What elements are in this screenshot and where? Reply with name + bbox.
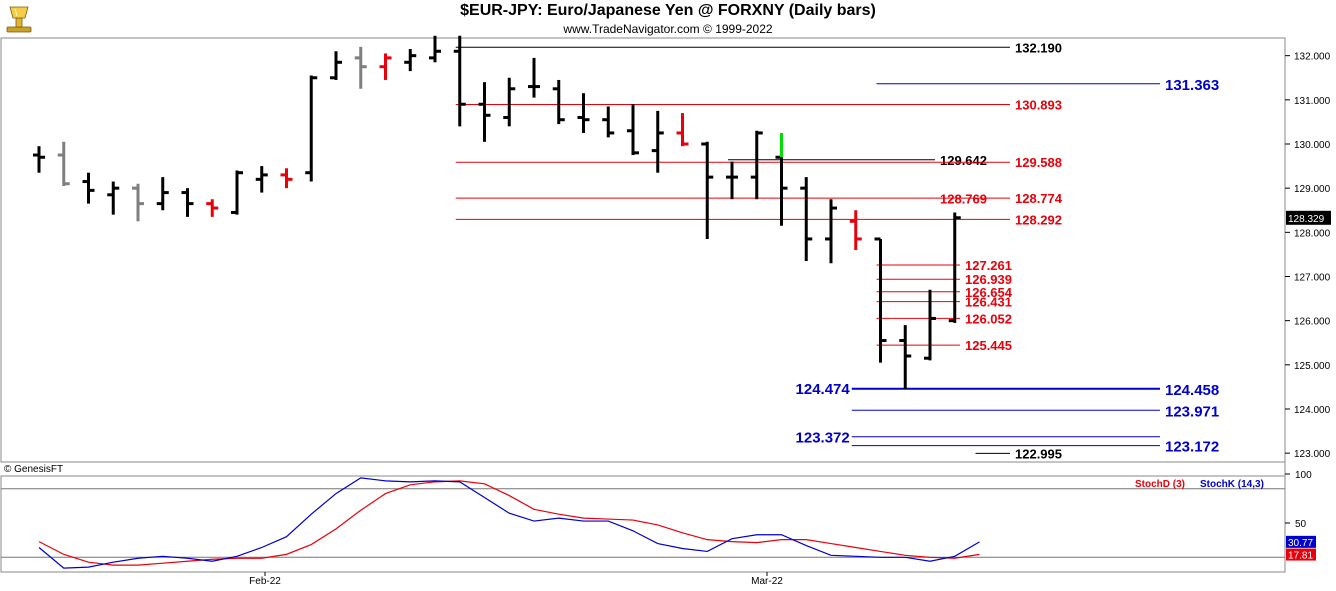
price-tick-label: 129.000	[1294, 184, 1331, 195]
ohlc-bar	[602, 106, 615, 138]
ohlc-bar	[577, 93, 590, 133]
price-tick-label: 123.000	[1294, 449, 1331, 460]
ohlc-bars	[33, 35, 961, 390]
osc-last-value-box	[1286, 535, 1316, 548]
level-label: 128.292	[1015, 212, 1062, 227]
ohlc-bar	[948, 212, 961, 323]
gold-trophy-logo-icon	[6, 6, 32, 33]
chart-title: $EUR-JPY: Euro/Japanese Yen @ FORXNY (Da…	[460, 2, 876, 19]
last-price-box	[1286, 210, 1331, 225]
ohlc-bar	[676, 113, 689, 147]
price-panel-border	[0, 37, 1286, 463]
level-label: 122.995	[1015, 446, 1062, 461]
ohlc-bar	[429, 35, 441, 63]
level-label: 128.774	[1015, 191, 1063, 206]
ohlc-bar	[775, 132, 788, 226]
ohlc-bar	[181, 188, 194, 217]
ohlc-bar	[750, 130, 763, 200]
last-price-label: 128.329	[1288, 214, 1325, 225]
ohlc-bar	[354, 46, 367, 89]
ohlc-bar	[849, 210, 862, 250]
osc-last-value-box	[1286, 548, 1316, 561]
ohlc-bar	[379, 53, 392, 80]
ohlc-bar	[82, 172, 95, 204]
price-tick-label: 131.000	[1294, 96, 1331, 107]
level-lines: 132.190 131.363 130.893 129.642 129.588 128.7…	[455, 40, 1219, 461]
price-tick-label: 132.000	[1294, 52, 1331, 63]
level-label: 125.445	[965, 338, 1012, 353]
ohlc-bar	[899, 325, 912, 390]
ohlc-bar	[280, 168, 293, 189]
price-tick-label: 124.000	[1294, 405, 1331, 416]
ohlc-bar	[528, 57, 540, 98]
price-tick-label: 127.000	[1294, 273, 1331, 284]
ohlc-bar	[726, 161, 738, 200]
level-label: 131.363	[1165, 77, 1219, 94]
ohlc-bar	[503, 77, 516, 127]
osc-series-line	[38, 480, 980, 566]
level-label: 126.431	[965, 295, 1012, 310]
level-label: 129.642	[940, 153, 987, 168]
level-label: 123.172	[1165, 439, 1219, 456]
ohlc-bar	[825, 199, 837, 264]
ohlc-bar	[701, 141, 714, 239]
ohlc-bar	[924, 289, 936, 361]
date-tick-label: Mar-22	[751, 576, 783, 587]
osc-series-line	[38, 477, 980, 569]
ohlc-bar	[255, 166, 268, 193]
ohlc-bar	[800, 177, 813, 262]
level-label: 123.372	[796, 430, 850, 447]
level-label: 128.769	[940, 191, 987, 206]
ohlc-bar	[404, 49, 417, 72]
date-tick-label: Feb-22	[249, 576, 281, 587]
ohlc-bar	[206, 199, 219, 217]
ohlc-bar	[156, 177, 169, 211]
ohlc-bar	[132, 183, 144, 222]
chart-subtitle: www.TradeNavigator.com © 1999-2022	[563, 22, 773, 36]
ohlc-bar	[552, 79, 565, 125]
ohlc-bar	[874, 237, 887, 363]
osc-legend-label: StochK (14,3)	[1200, 479, 1264, 490]
level-label: 126.654	[965, 285, 1013, 300]
chart-frame	[0, 37, 1286, 573]
stochastic-panel: 100 50 17.81 StochD (3) 30.77 StochK (14,3)	[1, 470, 1316, 569]
date-axis: Feb-22 Mar-22	[249, 572, 783, 587]
osc-tick-label: 50	[1295, 519, 1307, 530]
osc-legend-label: StochD (3)	[1135, 479, 1185, 490]
level-label: 130.893	[1015, 98, 1062, 113]
level-label: 129.588	[1015, 155, 1062, 170]
price-tick-label: 126.000	[1294, 317, 1331, 328]
osc-tick-label: 100	[1295, 470, 1312, 481]
level-label: 124.458	[1165, 382, 1219, 399]
ohlc-bar	[107, 181, 120, 215]
level-label: 126.052	[965, 311, 1012, 326]
osc-last-value-label: 17.81	[1288, 551, 1313, 562]
ohlc-bar	[57, 141, 70, 186]
ohlc-bar	[651, 110, 664, 173]
chart-header: $EUR-JPY: Euro/Japanese Yen @ FORXNY (Da…	[0, 0, 1336, 38]
ohlc-bar	[330, 51, 342, 80]
ohlc-bar	[305, 75, 318, 182]
price-tick-label: 128.000	[1294, 228, 1331, 239]
copyright-label: © GenesisFT	[4, 464, 63, 475]
ohlc-bar	[627, 104, 639, 156]
level-label: 123.971	[1165, 403, 1219, 420]
ohlc-bar	[478, 82, 491, 142]
level-label: 127.261	[965, 258, 1012, 273]
level-label: 132.190	[1015, 40, 1062, 55]
ohlc-bar	[33, 146, 45, 173]
price-tick-label: 130.000	[1294, 140, 1331, 151]
level-label: 126.939	[965, 272, 1012, 287]
osc-last-value-label: 30.77	[1288, 538, 1313, 549]
price-axis: 123.000 124.000 125.000 126.000 127.000 128.0…	[1285, 52, 1331, 460]
level-label: 124.474	[796, 381, 851, 398]
price-tick-label: 125.000	[1294, 361, 1331, 372]
ohlc-bar	[453, 35, 466, 127]
ohlc-bar	[231, 170, 243, 215]
